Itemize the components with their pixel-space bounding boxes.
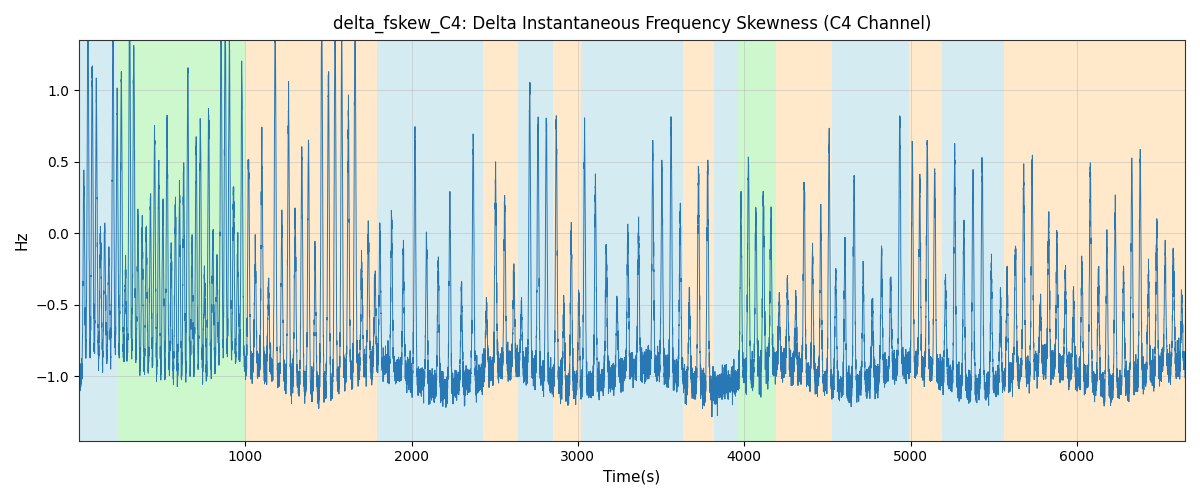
Bar [377, 40, 484, 440]
X-axis label: Time(s): Time(s) [604, 470, 660, 485]
Bar [908, 40, 942, 440]
Bar [1003, 40, 1037, 440]
Bar [518, 40, 553, 440]
Bar [79, 40, 118, 440]
Bar [776, 40, 833, 440]
Y-axis label: Hz: Hz [14, 230, 30, 250]
Bar [1037, 40, 1184, 440]
Bar [484, 40, 518, 440]
Bar [581, 40, 649, 440]
Bar [833, 40, 908, 440]
Bar [553, 40, 581, 440]
Bar [683, 40, 714, 440]
Title: delta_fskew_C4: Delta Instantaneous Frequency Skewness (C4 Channel): delta_fskew_C4: Delta Instantaneous Freq… [332, 15, 931, 34]
Bar [714, 40, 738, 440]
Bar [245, 40, 377, 440]
Bar [649, 40, 683, 440]
Bar [942, 40, 1003, 440]
Bar [738, 40, 776, 440]
Bar [118, 40, 245, 440]
